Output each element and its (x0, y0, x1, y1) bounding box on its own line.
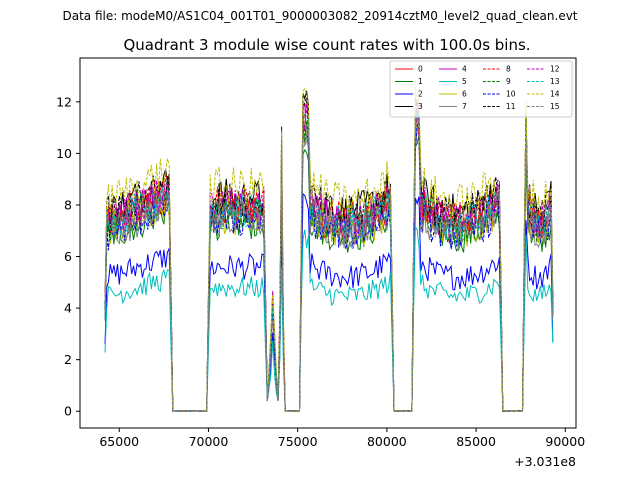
y-axis: 0 2 4 6 8 10 12 (56, 94, 80, 419)
legend-label-2: 2 (418, 90, 423, 99)
y-tick-label: 4 (64, 301, 72, 316)
legend-label-6: 6 (462, 90, 467, 99)
legend-label-12: 12 (550, 65, 560, 74)
x-axis: 65000 70000 75000 80000 85000 90000 (99, 428, 585, 449)
y-tick-label: 2 (64, 352, 72, 367)
y-tick-label: 0 (64, 404, 72, 419)
legend-box (389, 60, 573, 118)
y-tick-label: 6 (64, 249, 72, 264)
series-layer (104, 86, 554, 412)
x-offset-label: +3.031e8 (514, 454, 576, 469)
legend-label-3: 3 (418, 102, 423, 111)
series-line-10 (104, 124, 554, 412)
legend-label-10: 10 (506, 90, 516, 99)
legend-label-0: 0 (418, 65, 423, 74)
legend-label-5: 5 (462, 77, 467, 86)
x-tick-label: 80000 (367, 434, 407, 449)
legend-label-1: 1 (418, 77, 423, 86)
y-tick-label: 12 (56, 94, 72, 109)
legend-label-4: 4 (462, 65, 467, 74)
y-tick-label: 10 (56, 146, 72, 161)
legend-label-13: 13 (550, 77, 560, 86)
series-line-15 (104, 114, 554, 412)
x-tick-label: 85000 (456, 434, 496, 449)
figure-suptitle: Data file: modeM0/AS1C04_001T01_90000030… (62, 9, 577, 23)
plot-axes: 65000 70000 75000 80000 85000 90000 024681012… (56, 57, 585, 469)
plot-frame (79, 57, 577, 429)
x-tick-label: 65000 (99, 434, 139, 449)
legend-label-14: 14 (550, 90, 560, 99)
legend-label-11: 11 (506, 102, 516, 111)
legend-label-8: 8 (506, 65, 511, 74)
y-tick-label: 8 (64, 197, 72, 212)
x-tick-label: 90000 (545, 434, 585, 449)
chart-title: Quadrant 3 module wise count rates with … (123, 36, 530, 54)
x-tick-label: 75000 (278, 434, 318, 449)
x-tick-label: 70000 (189, 434, 229, 449)
legend-label-7: 7 (462, 102, 467, 111)
legend-label-9: 9 (506, 77, 511, 86)
legend-label-15: 15 (550, 102, 560, 111)
